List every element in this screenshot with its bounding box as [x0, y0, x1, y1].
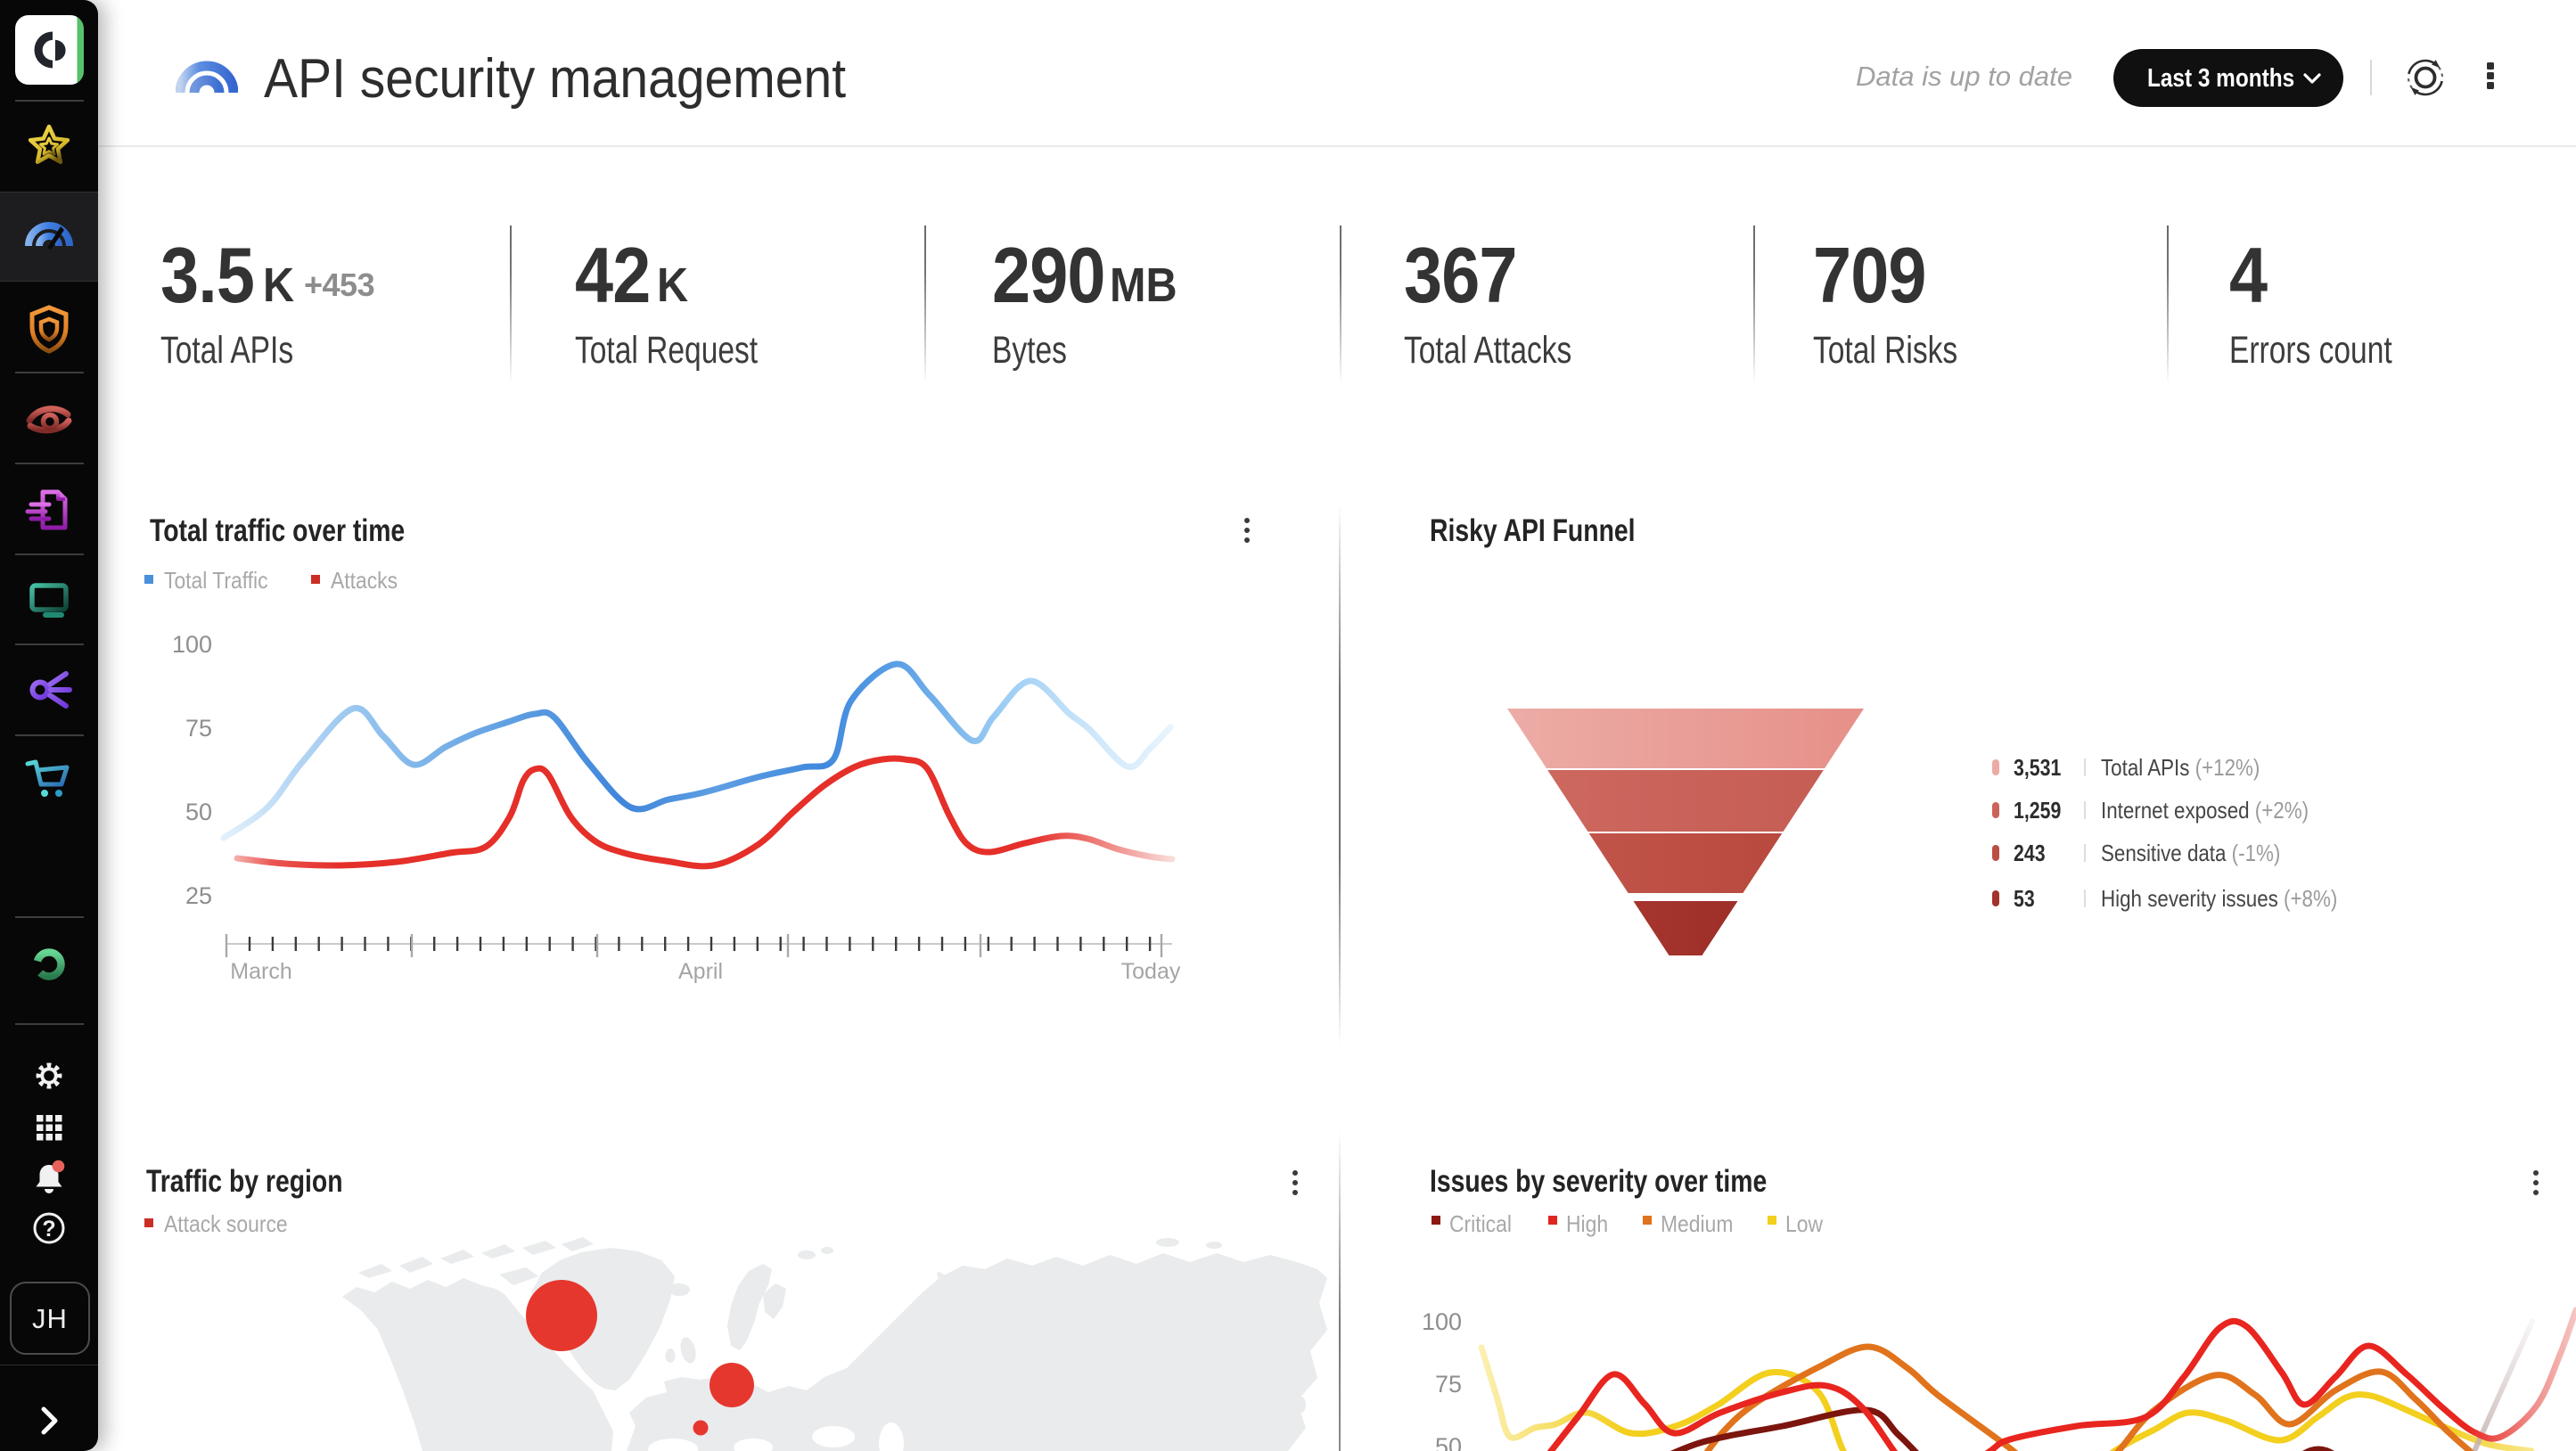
svg-text:75: 75: [185, 715, 212, 742]
svg-text:?: ?: [42, 1217, 55, 1242]
svg-text:March: March: [230, 959, 291, 984]
svg-text:25: 25: [185, 882, 212, 909]
svg-text:50: 50: [185, 799, 212, 825]
svg-text:75: 75: [1435, 1371, 1462, 1398]
svg-text:100: 100: [1422, 1308, 1462, 1335]
svg-text:50: 50: [1435, 1433, 1462, 1451]
svg-text:100: 100: [172, 631, 212, 658]
svg-text:Today: Today: [1121, 959, 1181, 984]
svg-text:April: April: [678, 959, 723, 984]
